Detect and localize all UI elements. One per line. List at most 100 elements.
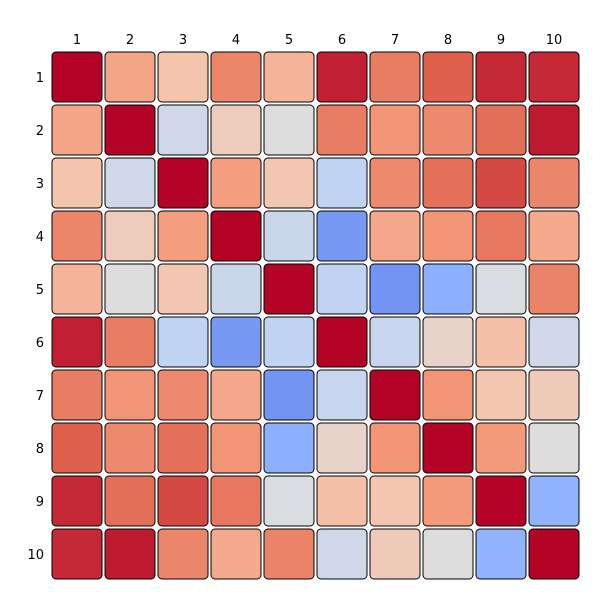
heatmap-cell-r4-c6 bbox=[316, 210, 368, 262]
heatmap-cell-r5-c9 bbox=[475, 263, 527, 315]
heatmap-cell-r10-c1 bbox=[51, 528, 103, 580]
heatmap-cell-r7-c7 bbox=[369, 369, 421, 421]
heatmap-cell-r4-c1 bbox=[51, 210, 103, 262]
heatmap-cell-r10-c8 bbox=[422, 528, 474, 580]
y-tick-label: 3 bbox=[36, 177, 44, 192]
heatmap-cell-r7-c1 bbox=[51, 369, 103, 421]
y-tick-label: 1 bbox=[36, 71, 44, 86]
heatmap-cell-r10-c9 bbox=[475, 528, 527, 580]
y-tick-label: 10 bbox=[27, 548, 44, 563]
heatmap-cell-r7-c10 bbox=[528, 369, 580, 421]
heatmap-cell-r6-c3 bbox=[157, 316, 209, 368]
y-tick-label: 6 bbox=[36, 336, 44, 351]
heatmap-cell-r1-c2 bbox=[104, 51, 156, 103]
x-tick-label: 4 bbox=[232, 33, 240, 48]
y-tick-label: 2 bbox=[36, 124, 44, 139]
heatmap-cell-r2-c8 bbox=[422, 104, 474, 156]
heatmap-cell-r7-c9 bbox=[475, 369, 527, 421]
heatmap-cell-r1-c3 bbox=[157, 51, 209, 103]
heatmap-cell-r9-c8 bbox=[422, 475, 474, 527]
heatmap-cell-r10-c6 bbox=[316, 528, 368, 580]
heatmap-cell-r7-c5 bbox=[263, 369, 315, 421]
x-tick-label: 3 bbox=[179, 33, 187, 48]
x-tick-label: 1 bbox=[73, 33, 81, 48]
heatmap-cell-r9-c5 bbox=[263, 475, 315, 527]
heatmap-cell-r5-c8 bbox=[422, 263, 474, 315]
heatmap-cell-r2-c5 bbox=[263, 104, 315, 156]
x-tick-label: 8 bbox=[444, 33, 452, 48]
heatmap-cell-r6-c10 bbox=[528, 316, 580, 368]
x-tick-label: 9 bbox=[497, 33, 505, 48]
x-tick-label: 7 bbox=[391, 33, 399, 48]
heatmap-cell-r1-c5 bbox=[263, 51, 315, 103]
x-tick-label: 2 bbox=[126, 33, 134, 48]
heatmap-cell-r7-c6 bbox=[316, 369, 368, 421]
heatmap-cell-r2-c2 bbox=[104, 104, 156, 156]
heatmap-cell-r3-c7 bbox=[369, 157, 421, 209]
heatmap-cell-r6-c7 bbox=[369, 316, 421, 368]
heatmap-cell-r3-c8 bbox=[422, 157, 474, 209]
heatmap-cell-r7-c4 bbox=[210, 369, 262, 421]
heatmap-cell-r6-c9 bbox=[475, 316, 527, 368]
heatmap-cell-r2-c4 bbox=[210, 104, 262, 156]
heatmap-cell-r9-c10 bbox=[528, 475, 580, 527]
heatmap-cell-r9-c4 bbox=[210, 475, 262, 527]
y-tick-label: 5 bbox=[36, 283, 44, 298]
heatmap-cell-r2-c10 bbox=[528, 104, 580, 156]
y-tick-label: 7 bbox=[36, 389, 44, 404]
heatmap-cell-r8-c10 bbox=[528, 422, 580, 474]
heatmap-cell-r4-c7 bbox=[369, 210, 421, 262]
x-tick-label: 10 bbox=[546, 33, 563, 48]
heatmap-cell-r3-c3 bbox=[157, 157, 209, 209]
heatmap-cell-r4-c4 bbox=[210, 210, 262, 262]
heatmap-cell-r3-c1 bbox=[51, 157, 103, 209]
heatmap-cell-r8-c9 bbox=[475, 422, 527, 474]
heatmap-cell-r1-c7 bbox=[369, 51, 421, 103]
heatmap-cell-r9-c9 bbox=[475, 475, 527, 527]
y-tick-label: 4 bbox=[36, 230, 44, 245]
heatmap-cell-r8-c6 bbox=[316, 422, 368, 474]
heatmap-cell-r5-c5 bbox=[263, 263, 315, 315]
heatmap-cell-r8-c3 bbox=[157, 422, 209, 474]
heatmap-cell-r6-c5 bbox=[263, 316, 315, 368]
heatmap-cell-r2-c9 bbox=[475, 104, 527, 156]
x-tick-labels: 1 2 3 4 5 6 7 8 9 10 bbox=[73, 33, 562, 48]
heatmap-cell-r6-c1 bbox=[51, 316, 103, 368]
heatmap-cell-r5-c7 bbox=[369, 263, 421, 315]
heatmap-cell-r8-c8 bbox=[422, 422, 474, 474]
heatmap-cell-r3-c2 bbox=[104, 157, 156, 209]
heatmap-cell-r5-c3 bbox=[157, 263, 209, 315]
heatmap-cell-r10-c2 bbox=[104, 528, 156, 580]
heatmap-cell-r1-c10 bbox=[528, 51, 580, 103]
heatmap-cell-r2-c3 bbox=[157, 104, 209, 156]
heatmap-cell-r8-c5 bbox=[263, 422, 315, 474]
heatmap-cell-r9-c6 bbox=[316, 475, 368, 527]
heatmap-cell-r4-c2 bbox=[104, 210, 156, 262]
heatmap-cell-r3-c5 bbox=[263, 157, 315, 209]
heatmap-cell-r8-c2 bbox=[104, 422, 156, 474]
heatmap-cell-r10-c10 bbox=[528, 528, 580, 580]
heatmap-cell-r5-c6 bbox=[316, 263, 368, 315]
heatmap-cell-r4-c9 bbox=[475, 210, 527, 262]
heatmap-cell-r4-c10 bbox=[528, 210, 580, 262]
heatmap-cell-r1-c4 bbox=[210, 51, 262, 103]
heatmap-cell-r2-c7 bbox=[369, 104, 421, 156]
heatmap-cell-r6-c2 bbox=[104, 316, 156, 368]
heatmap-cell-r8-c7 bbox=[369, 422, 421, 474]
heatmap-cell-r3-c4 bbox=[210, 157, 262, 209]
heatmap-cell-r1-c8 bbox=[422, 51, 474, 103]
heatmap-cell-r7-c8 bbox=[422, 369, 474, 421]
heatmap-cell-r4-c8 bbox=[422, 210, 474, 262]
heatmap-cell-r1-c1 bbox=[51, 51, 103, 103]
heatmap-cell-r10-c4 bbox=[210, 528, 262, 580]
heatmap-cell-r6-c6 bbox=[316, 316, 368, 368]
heatmap-cell-r1-c9 bbox=[475, 51, 527, 103]
heatmap-cell-r6-c4 bbox=[210, 316, 262, 368]
x-tick-label: 6 bbox=[338, 33, 346, 48]
heatmap-cell-r3-c9 bbox=[475, 157, 527, 209]
heatmap-cell-r7-c2 bbox=[104, 369, 156, 421]
heatmap-cell-r7-c3 bbox=[157, 369, 209, 421]
heatmap-cell-r1-c6 bbox=[316, 51, 368, 103]
heatmap-cell-r8-c1 bbox=[51, 422, 103, 474]
